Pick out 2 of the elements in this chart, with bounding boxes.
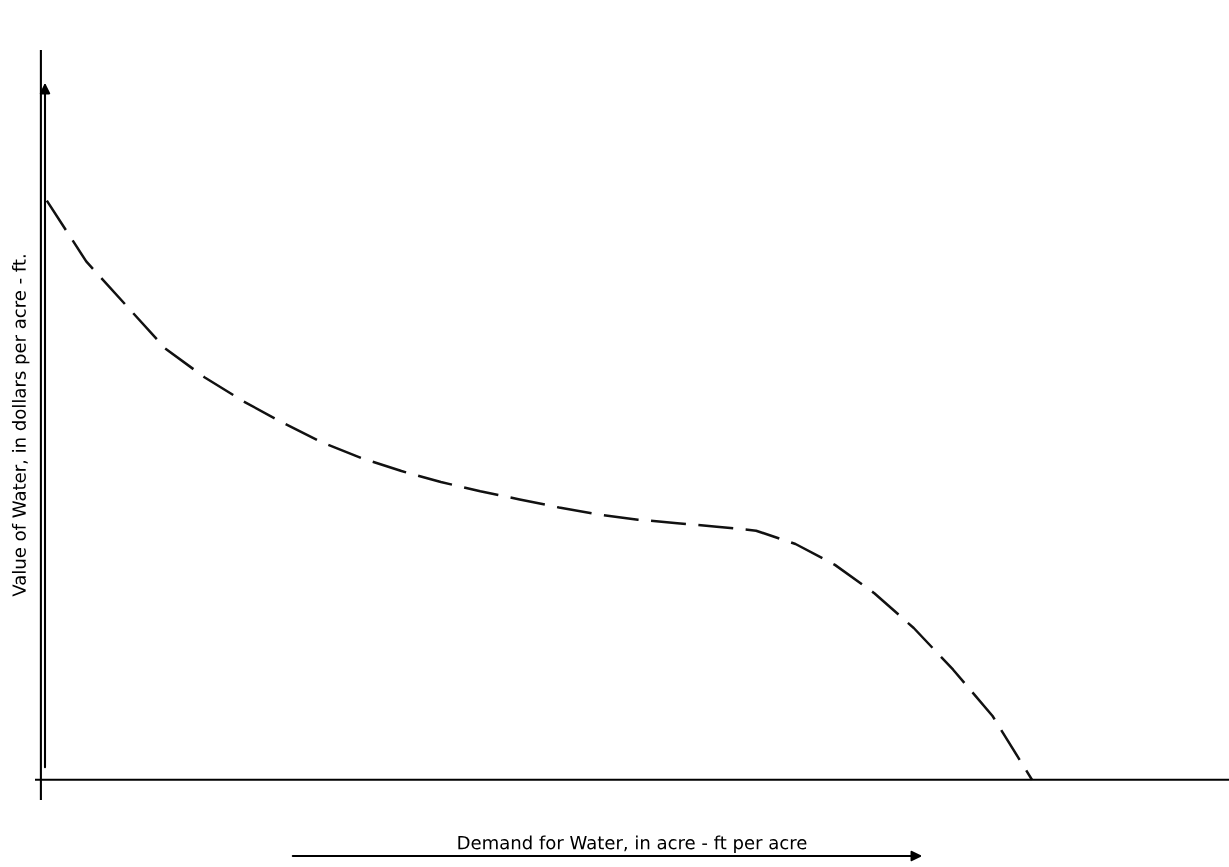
y-axis-title: Value of Water, in dollars per acre - ft. [11,255,30,597]
x-axis-title: Demand for Water, in acre - ft per acre [458,835,807,853]
